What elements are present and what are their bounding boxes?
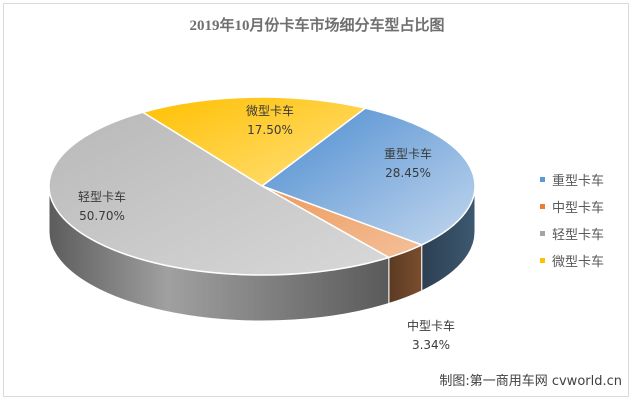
slice-micro-label: 微型卡车 — [246, 103, 294, 118]
legend-swatch — [540, 177, 545, 182]
slice-light-label: 轻型卡车 — [78, 189, 126, 204]
slice-light — [48, 111, 391, 276]
legend-label: 中型卡车 — [552, 201, 605, 216]
slice-heavy-label: 重型卡车 — [384, 146, 432, 161]
slice-medium-value-label: 3.34% — [412, 338, 450, 352]
legend-item: 轻型卡车 — [540, 220, 604, 247]
slice-micro-value-label: 17.50% — [247, 123, 293, 137]
legend-item: 重型卡车 — [540, 166, 604, 193]
legend-swatch — [540, 204, 545, 209]
slice-heavy-value-label: 28.45% — [385, 166, 431, 180]
legend-label: 重型卡车 — [552, 174, 605, 189]
slice-medium-label: 中型卡车 — [407, 318, 455, 333]
slice-heavy — [260, 107, 476, 246]
legend-swatch — [540, 231, 545, 236]
legend-label: 微型卡车 — [552, 255, 605, 270]
chart-legend: 重型卡车中型卡车轻型卡车微型卡车 — [540, 166, 604, 274]
credit-text: 制图:第一商用车网 cvworld.cn — [439, 374, 622, 389]
slice-light-value-label: 50.70% — [79, 209, 125, 223]
legend-swatch — [540, 258, 545, 263]
legend-item: 中型卡车 — [540, 193, 604, 220]
chart-title: 2019年10月份卡车市场细分车型占比图 — [189, 18, 445, 34]
slice-micro — [141, 96, 367, 187]
legend-item: 微型卡车 — [540, 247, 604, 274]
legend-label: 轻型卡车 — [552, 228, 605, 243]
